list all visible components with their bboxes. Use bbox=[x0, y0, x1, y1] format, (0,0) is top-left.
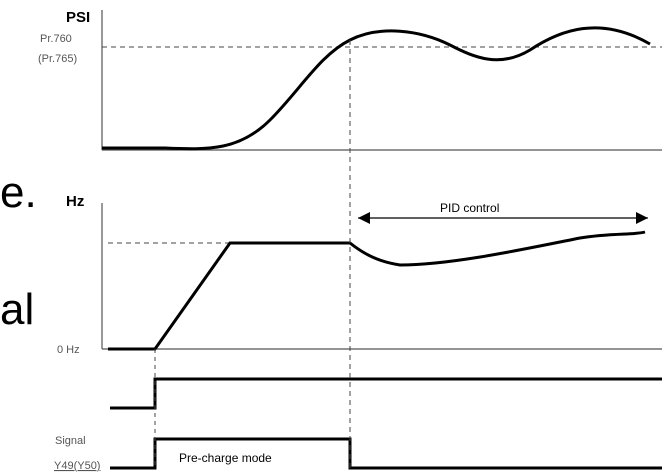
pid-control-label: PID control bbox=[440, 201, 499, 215]
signal-label-alt: Y49(Y50) bbox=[54, 460, 100, 472]
stf-signal bbox=[110, 377, 662, 410]
stf-waveform bbox=[110, 377, 662, 410]
psi-setpoint-label-alt: (Pr.765) bbox=[38, 53, 77, 65]
pid-arrow-right-head bbox=[636, 212, 648, 224]
hz-unit-label: Hz bbox=[66, 193, 84, 210]
signal-label: Signal bbox=[55, 435, 86, 447]
hz-panel: Hz 0 Hz PID control bbox=[57, 193, 662, 356]
left-text-fragment-1: e. bbox=[0, 168, 37, 217]
psi-panel: PSI Pr.760 (Pr.765) bbox=[38, 9, 662, 151]
y49-waveform bbox=[110, 437, 662, 470]
hz-frequency-curve bbox=[108, 230, 646, 351]
y49-signal: Signal Y49(Y50) Pre-charge mode bbox=[54, 435, 662, 472]
pre-charge-mode-label: Pre-charge mode bbox=[179, 451, 272, 465]
hz-zero-label: 0 Hz bbox=[57, 344, 80, 356]
pid-arrow-left-head bbox=[358, 212, 370, 224]
left-text-fragment-2: al bbox=[0, 285, 35, 334]
psi-pressure-curve bbox=[102, 26, 651, 151]
psi-setpoint-label: Pr.760 bbox=[40, 33, 72, 45]
psi-unit-label: PSI bbox=[66, 9, 90, 26]
